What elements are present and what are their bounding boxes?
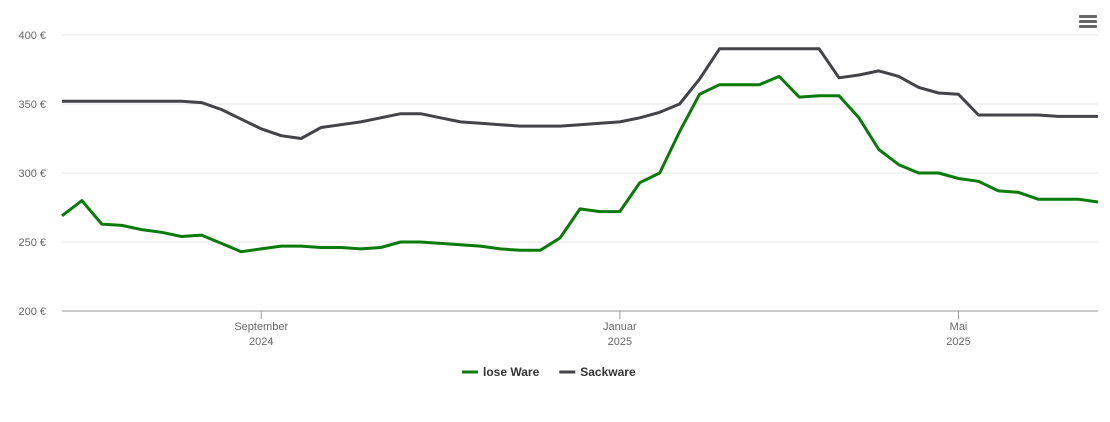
- legend-label: lose Ware: [483, 365, 540, 379]
- series-line: [61, 74, 1099, 254]
- menu-bar: [1079, 25, 1097, 28]
- menu-bar: [1079, 20, 1097, 23]
- series-line: [62, 47, 1098, 140]
- legend-item[interactable]: Sackware: [559, 365, 636, 379]
- menu-button[interactable]: [1079, 15, 1097, 28]
- y-tick-label: 350 €: [18, 99, 46, 111]
- x-tick-label: Mai 2025: [946, 321, 970, 348]
- y-tick-label: 200 €: [18, 306, 46, 318]
- y-tick-label: 300 €: [18, 168, 46, 180]
- y-tick-label: 250 €: [18, 237, 46, 249]
- legend-label: Sackware: [580, 365, 636, 379]
- y-tick-label: 400 €: [18, 30, 46, 42]
- legend: lose Ware Sackware: [462, 365, 636, 379]
- x-tick-label: September 2024: [234, 321, 288, 348]
- legend-item[interactable]: lose Ware: [462, 365, 540, 379]
- menu-bar: [1079, 15, 1097, 18]
- x-tick-label: Januar 2025: [603, 321, 637, 348]
